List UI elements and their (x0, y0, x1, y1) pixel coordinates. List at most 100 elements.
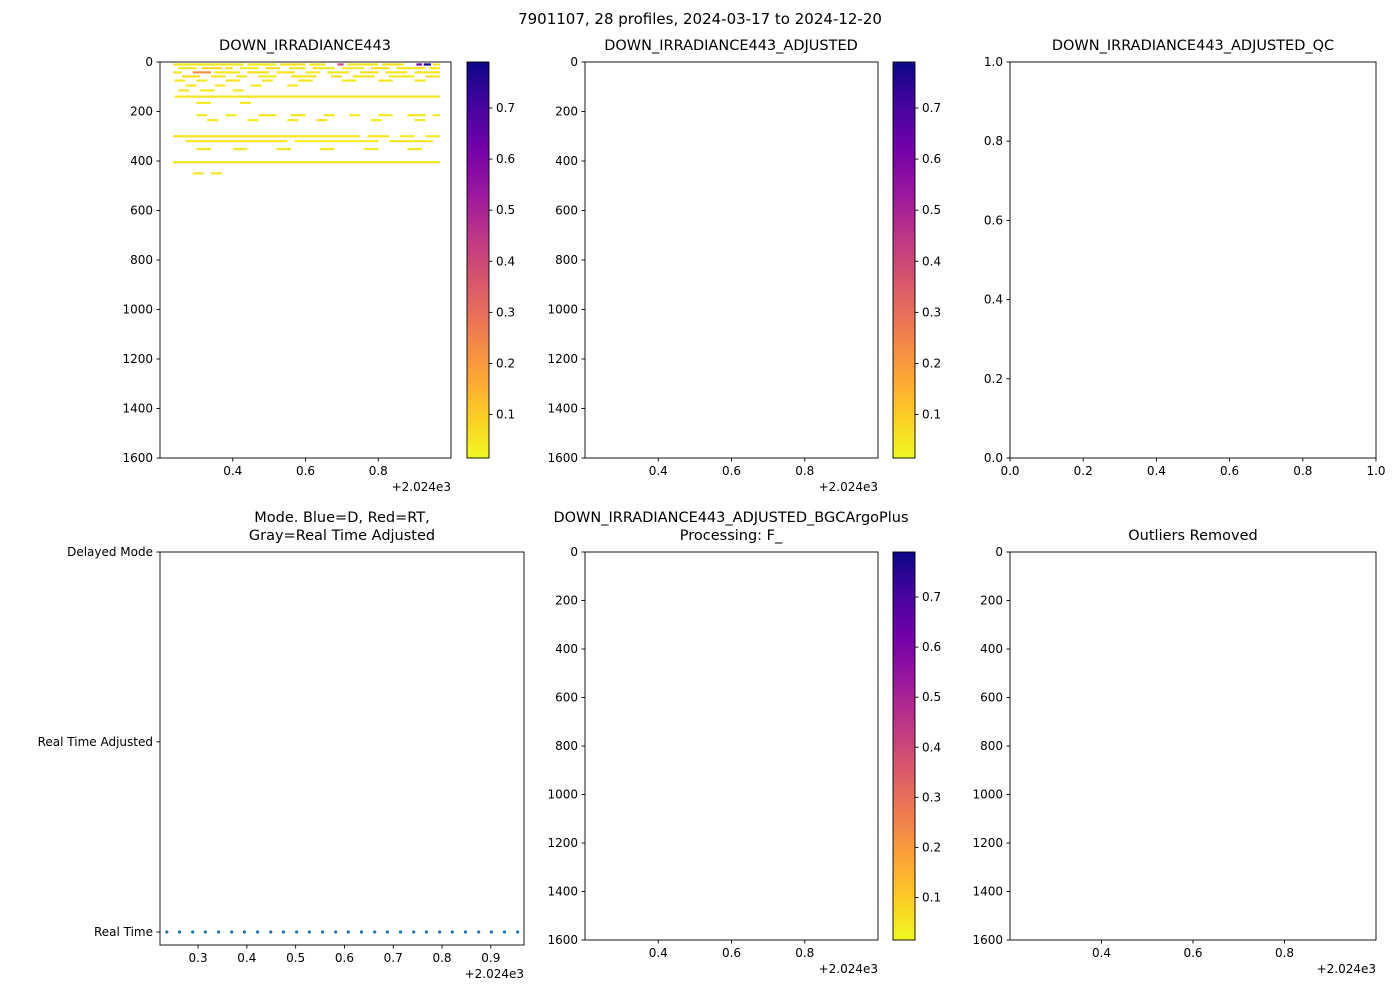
svg-text:800: 800 (130, 253, 153, 267)
subplot-title-outliers-removed: Outliers Removed (1128, 528, 1258, 544)
svg-text:0.4: 0.4 (1147, 464, 1166, 478)
svg-text:200: 200 (555, 594, 578, 608)
svg-text:0.6: 0.6 (296, 464, 315, 478)
svg-text:+2.024e3: +2.024e3 (465, 967, 524, 981)
svg-text:1000: 1000 (547, 788, 578, 802)
svg-text:0.6: 0.6 (984, 213, 1003, 227)
svg-text:1400: 1400 (122, 402, 153, 416)
svg-text:0.6: 0.6 (722, 464, 741, 478)
subplot-2: 0.0 0.2 0.4 0.6 0.8 1.0 0.0 0.2 0.4 0.6 0.8 1.0 (984, 55, 1386, 478)
svg-text:0.7: 0.7 (496, 101, 515, 115)
svg-text:1200: 1200 (547, 836, 578, 850)
svg-text:+2.024e3: +2.024e3 (1317, 962, 1376, 976)
svg-text:0.6: 0.6 (496, 152, 515, 166)
svg-text:0.4: 0.4 (649, 946, 668, 960)
svg-text:0.4: 0.4 (922, 740, 941, 754)
svg-text:1400: 1400 (972, 885, 1003, 899)
svg-text:0.3: 0.3 (496, 305, 515, 319)
svg-text:0.8: 0.8 (432, 951, 451, 965)
svg-text:400: 400 (130, 154, 153, 168)
svg-text:0.6: 0.6 (335, 951, 354, 965)
svg-text:0.7: 0.7 (922, 101, 941, 115)
svg-text:0.3: 0.3 (922, 790, 941, 804)
svg-text:0.4: 0.4 (922, 254, 941, 268)
axes-frame (1009, 551, 1377, 941)
svg-text:0.5: 0.5 (922, 203, 941, 217)
svg-text:0.8: 0.8 (795, 464, 814, 478)
svg-text:1000: 1000 (972, 788, 1003, 802)
svg-text:800: 800 (555, 739, 578, 753)
axes-frame (1009, 61, 1377, 459)
svg-text:600: 600 (980, 691, 1003, 705)
svg-text:0.6: 0.6 (922, 640, 941, 654)
colorbar: 0.1 0.2 0.3 0.4 0.5 0.6 0.7 (892, 551, 941, 941)
svg-text:1000: 1000 (547, 303, 578, 317)
subplot-title-bgcargoplus-line1: DOWN_IRRADIANCE443_ADJUSTED_BGCArgoPlus (553, 510, 909, 526)
svg-text:0.4: 0.4 (496, 254, 515, 268)
subplot-title-down-irradiance443-adjusted-qc: DOWN_IRRADIANCE443_ADJUSTED_QC (1051, 38, 1335, 54)
svg-text:0.3: 0.3 (922, 305, 941, 319)
colorbar: 0.1 0.2 0.3 0.4 0.5 0.6 0.7 (892, 61, 941, 459)
svg-text:1200: 1200 (547, 352, 578, 366)
svg-text:1.0: 1.0 (984, 55, 1003, 69)
subplot-4: 0.4 0.6 0.8 +2.024e3 0 200 400 600 800 1000 1200 14… (547, 545, 941, 976)
svg-text:0.1: 0.1 (922, 408, 941, 422)
subplot-0: 0.4 0.6 0.8 +2.024e3 0 200 400 600 800 1000 1200 14… (122, 55, 515, 494)
svg-text:0.7: 0.7 (922, 590, 941, 604)
svg-text:0: 0 (570, 545, 578, 559)
svg-text:1.0: 1.0 (1366, 464, 1385, 478)
svg-text:1600: 1600 (547, 933, 578, 947)
svg-text:0.4: 0.4 (223, 464, 242, 478)
subplot-title-mode-line2: Gray=Real Time Adjusted (248, 528, 436, 544)
svg-text:0.5: 0.5 (496, 203, 515, 217)
svg-text:0.4: 0.4 (984, 293, 1003, 307)
svg-text:0.6: 0.6 (1220, 464, 1239, 478)
data-marks (173, 63, 441, 175)
svg-text:0.5: 0.5 (286, 951, 305, 965)
subplot-title-down-irradiance443: DOWN_IRRADIANCE443 (219, 38, 391, 54)
svg-text:400: 400 (555, 642, 578, 656)
axes-frame (584, 551, 879, 941)
svg-text:0.6: 0.6 (722, 946, 741, 960)
axes-frame (159, 61, 452, 459)
svg-text:200: 200 (130, 105, 153, 119)
svg-text:0.1: 0.1 (496, 408, 515, 422)
svg-text:0: 0 (995, 545, 1003, 559)
figure-title: 7901107, 28 profiles, 2024-03-17 to 2024… (518, 10, 882, 28)
subplot-5: 0.4 0.6 0.8 +2.024e3 0 200 400 600 800 1000 1200 14… (972, 545, 1377, 976)
svg-text:0.0: 0.0 (1000, 464, 1019, 478)
svg-text:Real Time Adjusted: Real Time Adjusted (38, 735, 153, 749)
svg-text:0.2: 0.2 (984, 372, 1003, 386)
svg-text:0.8: 0.8 (1293, 464, 1312, 478)
svg-text:1400: 1400 (547, 402, 578, 416)
svg-text:0.1: 0.1 (922, 890, 941, 904)
svg-text:0.5: 0.5 (922, 690, 941, 704)
svg-text:+2.024e3: +2.024e3 (819, 480, 878, 494)
svg-text:0.4: 0.4 (237, 951, 256, 965)
svg-text:1400: 1400 (547, 885, 578, 899)
svg-text:Delayed Mode: Delayed Mode (67, 545, 153, 559)
svg-text:0.2: 0.2 (922, 840, 941, 854)
svg-text:0: 0 (570, 55, 578, 69)
subplot-title-mode-line1: Mode. Blue=D, Red=RT, (254, 510, 430, 526)
svg-text:0.3: 0.3 (189, 951, 208, 965)
svg-text:0.7: 0.7 (384, 951, 403, 965)
svg-text:800: 800 (980, 739, 1003, 753)
svg-text:600: 600 (555, 204, 578, 218)
svg-text:1600: 1600 (122, 451, 153, 465)
axes-frame (584, 61, 879, 459)
svg-text:0.8: 0.8 (1275, 946, 1294, 960)
subplot-1: 0.4 0.6 0.8 +2.024e3 0 200 400 600 800 1000 1200 14… (547, 55, 941, 494)
subplot-3: 0.3 0.4 0.5 0.6 0.7 0.8 0.9 +2.024e3 Delayed Mod… (38, 545, 525, 981)
svg-text:1600: 1600 (972, 933, 1003, 947)
svg-text:0.2: 0.2 (496, 356, 515, 370)
svg-text:800: 800 (555, 253, 578, 267)
svg-text:0.4: 0.4 (649, 464, 668, 478)
svg-text:600: 600 (130, 204, 153, 218)
svg-text:0.9: 0.9 (481, 951, 500, 965)
svg-text:0.8: 0.8 (984, 134, 1003, 148)
colorbar: 0.1 0.2 0.3 0.4 0.5 0.6 0.7 (466, 61, 515, 459)
svg-text:200: 200 (980, 594, 1003, 608)
svg-text:400: 400 (555, 154, 578, 168)
